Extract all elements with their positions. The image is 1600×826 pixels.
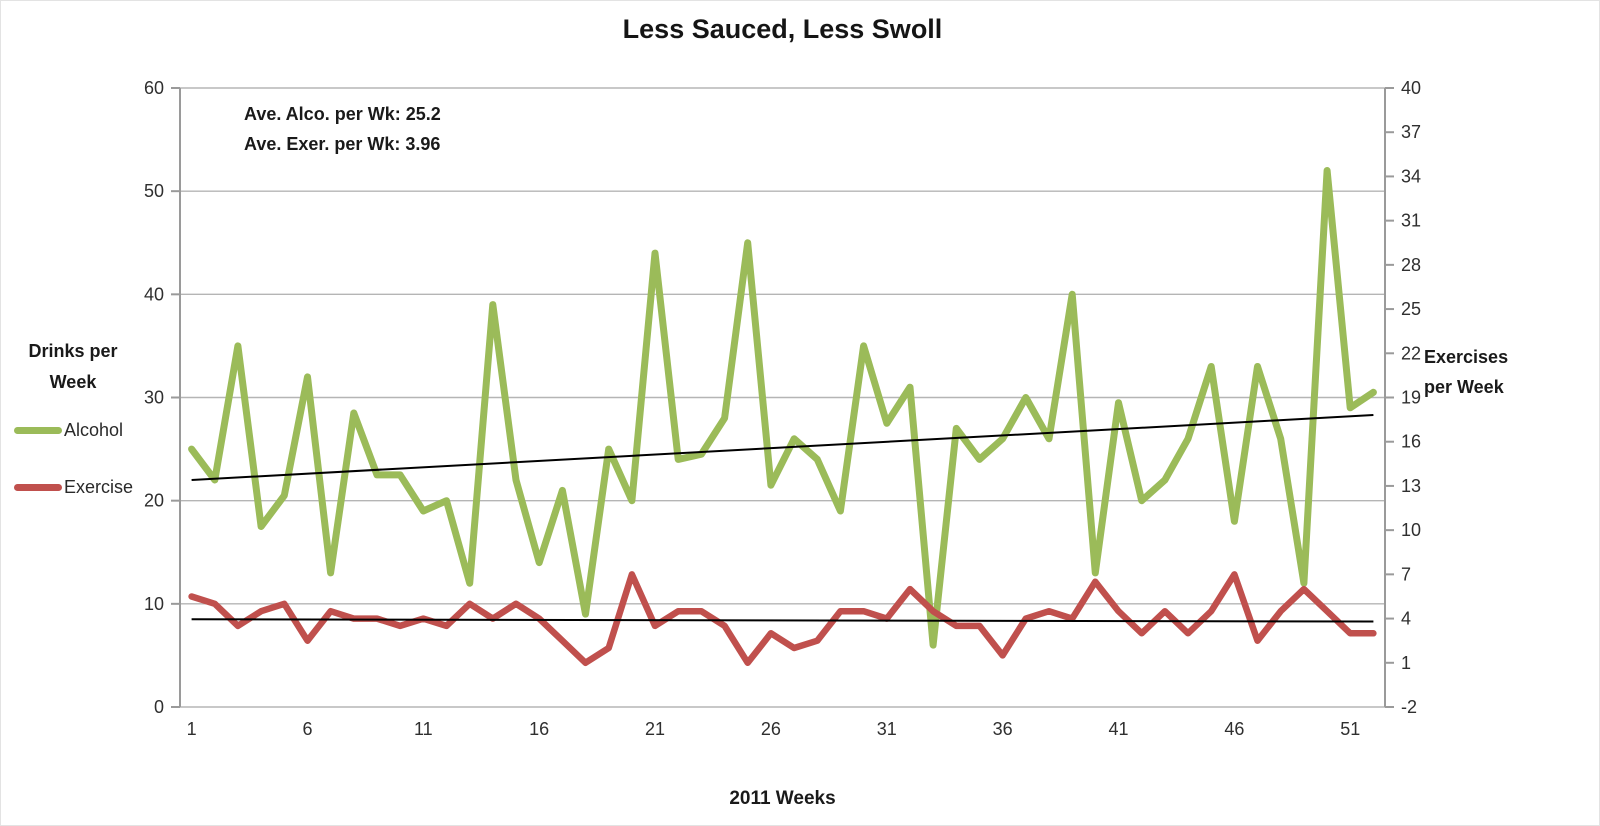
legend-label-alcohol: Alcohol: [64, 420, 124, 440]
right-axis-tick-label: 31: [1401, 211, 1421, 231]
x-axis-tick-label: 26: [761, 719, 781, 739]
left-axis-title: Drinks per Week: [8, 336, 138, 398]
right-axis-tick-label: 4: [1401, 609, 1411, 629]
trendline-exercise: [191, 618, 1374, 623]
annotation-exercise-average: Ave. Exer. per Wk: 3.96: [244, 134, 441, 154]
left-axis-tick-label: 50: [144, 181, 164, 201]
right-axis-tick-label: 10: [1401, 520, 1421, 540]
right-axis-tick-label: 7: [1401, 564, 1411, 584]
x-axis-tick-label: 1: [187, 719, 197, 739]
legend-label-exercise: Exercise: [64, 477, 134, 497]
left-axis-title-line2: Week: [49, 372, 97, 392]
exercise-line-swatch-icon: [14, 484, 62, 491]
x-axis-tick-label: 31: [877, 719, 897, 739]
right-axis-tick-label: 1: [1401, 653, 1411, 673]
right-axis-title-line1: Exercises: [1424, 347, 1509, 367]
x-axis-tick-label: 16: [529, 719, 549, 739]
left-axis-title-line1: Drinks per: [28, 341, 118, 361]
series-line-alcohol: [188, 167, 1377, 649]
series-line-exercise: [188, 571, 1377, 667]
left-axis-tick-label: 60: [144, 78, 164, 98]
x-axis-tick-label: 41: [1108, 719, 1128, 739]
x-axis-tick-label: 6: [302, 719, 312, 739]
x-axis-tick-label: 11: [414, 719, 433, 739]
right-axis-tick-label: 13: [1401, 476, 1421, 496]
right-axis-tick-label: 37: [1401, 122, 1421, 142]
right-axis-tick-label: 16: [1401, 432, 1421, 452]
x-axis-title: 2011 Weeks: [729, 788, 836, 809]
right-axis-tick-label: 34: [1401, 166, 1421, 186]
left-axis-tick-label: 30: [144, 388, 164, 408]
right-axis-tick-label: 19: [1401, 388, 1421, 408]
legend-item-alcohol: Alcohol: [14, 420, 123, 441]
right-axis-title: Exercises per Week: [1424, 342, 1574, 402]
annotation-alcohol-average: Ave. Alco. per Wk: 25.2: [244, 104, 441, 124]
x-axis-tick-label: 46: [1224, 719, 1244, 739]
x-axis-tick-label: 36: [993, 719, 1013, 739]
x-axis-tick-label: 51: [1340, 719, 1360, 739]
left-axis-tick-label: 10: [144, 594, 164, 614]
right-axis-tick-label: -2: [1401, 697, 1417, 717]
alcohol-line-swatch-icon: [14, 427, 62, 434]
legend-item-exercise: Exercise: [14, 477, 133, 498]
left-axis-tick-label: 0: [154, 697, 164, 717]
x-axis-tick-label: 21: [645, 719, 665, 739]
left-axis-tick-label: 40: [144, 284, 164, 304]
right-axis-title-line2: per Week: [1424, 377, 1504, 397]
trendline-alcohol: [191, 414, 1374, 482]
chart-title: Less Sauced, Less Swoll: [622, 14, 943, 44]
right-axis-tick-label: 25: [1401, 299, 1421, 319]
right-axis-tick-label: 28: [1401, 255, 1421, 275]
left-axis-tick-label: 20: [144, 491, 164, 511]
right-axis-tick-label: 40: [1401, 78, 1421, 98]
right-axis-tick-label: 22: [1401, 343, 1421, 363]
